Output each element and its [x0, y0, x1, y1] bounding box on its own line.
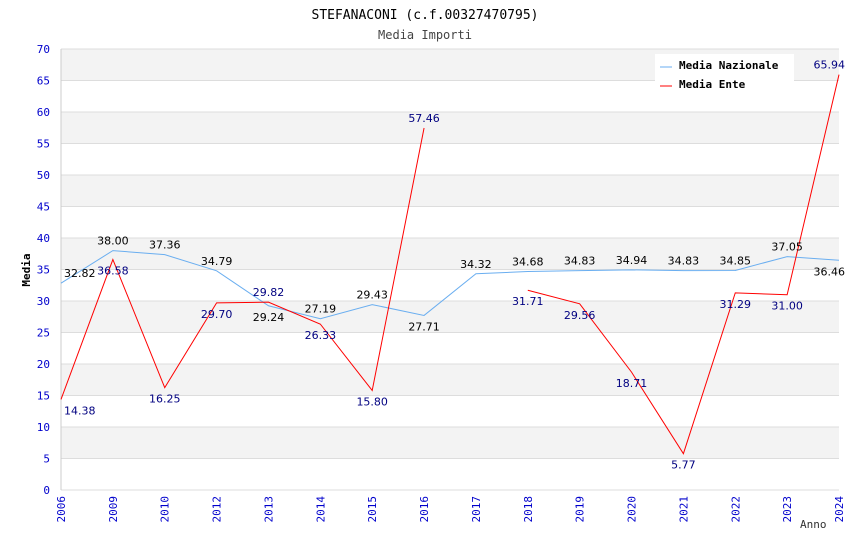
y-tick-label: 0	[43, 484, 50, 497]
chart-title: STEFANACONI (c.f.00327470795)	[312, 8, 539, 23]
chart-subtitle: Media Importi	[378, 28, 472, 42]
legend: Media Nazionale Media Ente	[655, 54, 794, 94]
x-axis-label: Anno	[800, 518, 827, 531]
legend-label-ente: Media Ente	[679, 78, 746, 91]
y-tick-label: 60	[37, 106, 50, 119]
data-label: 15.80	[356, 395, 388, 408]
x-tick-label: 2010	[159, 496, 172, 523]
y-axis-label: Media	[20, 253, 33, 286]
data-label: 36.46	[814, 265, 846, 278]
data-label: 29.43	[356, 289, 388, 302]
y-tick-label: 15	[37, 390, 50, 403]
x-tick-label: 2024	[833, 496, 846, 523]
x-tick-label: 2012	[211, 496, 224, 523]
data-label: 37.05	[771, 241, 803, 254]
data-label: 34.94	[616, 254, 648, 267]
grid-band	[61, 364, 839, 396]
grid-band	[61, 427, 839, 459]
grid-band	[61, 301, 839, 333]
x-tick-label: 2016	[418, 496, 431, 523]
data-label: 14.38	[64, 404, 96, 417]
grid-band	[61, 175, 839, 207]
data-label: 5.77	[671, 459, 696, 472]
grid-band	[61, 238, 839, 270]
data-label: 29.56	[564, 309, 596, 322]
x-tick-label: 2018	[522, 496, 535, 523]
data-label: 18.71	[616, 377, 648, 390]
data-label: 32.82	[64, 267, 96, 280]
series-line-1	[60, 127, 425, 400]
data-label: 36.58	[97, 265, 129, 278]
series-line-0	[60, 250, 840, 320]
data-label: 16.25	[149, 393, 181, 406]
y-tick-label: 20	[37, 358, 50, 371]
grid-band	[61, 112, 839, 144]
data-label: 34.79	[201, 255, 233, 268]
y-tick-label: 40	[37, 232, 50, 245]
y-tick-label: 50	[37, 169, 50, 182]
y-tick-label: 10	[37, 421, 50, 434]
data-label: 34.83	[668, 255, 700, 268]
data-label: 65.94	[814, 59, 846, 72]
data-label: 38.00	[97, 235, 129, 248]
data-label: 34.85	[720, 254, 752, 267]
data-label: 27.19	[305, 303, 337, 316]
y-tick-label: 65	[37, 75, 50, 88]
data-label: 57.46	[408, 112, 440, 125]
data-label: 31.29	[720, 298, 752, 311]
x-tick-label: 2013	[262, 496, 275, 523]
data-label: 29.70	[201, 308, 233, 321]
x-tick-label: 2014	[314, 496, 327, 523]
x-tick-label: 2023	[781, 496, 794, 523]
data-label: 34.32	[460, 258, 492, 271]
x-tick-label: 2020	[626, 496, 639, 523]
data-label: 31.00	[771, 300, 803, 313]
data-label: 34.68	[512, 256, 544, 269]
data-label: 34.83	[564, 255, 596, 268]
x-tick-label: 2009	[107, 496, 120, 523]
data-label: 26.33	[305, 329, 337, 342]
y-tick-label: 25	[37, 327, 50, 340]
x-tick-label: 2019	[574, 496, 587, 523]
data-label: 29.82	[253, 286, 285, 299]
series-line-1	[527, 74, 840, 455]
x-tick-label: 2022	[729, 496, 742, 523]
x-tick-label: 2017	[470, 496, 483, 523]
data-label: 29.24	[253, 311, 285, 324]
legend-label-nazionale: Media Nazionale	[679, 59, 779, 72]
y-tick-label: 70	[37, 43, 50, 56]
data-label: 31.71	[512, 295, 544, 308]
data-label: 37.36	[149, 239, 181, 252]
y-tick-label: 30	[37, 295, 50, 308]
data-label: 27.71	[408, 320, 440, 333]
y-tick-label: 55	[37, 138, 50, 151]
x-tick-label: 2021	[677, 496, 690, 523]
y-tick-label: 35	[37, 264, 50, 277]
y-tick-label: 45	[37, 201, 50, 214]
x-tick-label: 2006	[55, 496, 68, 523]
x-tick-label: 2015	[366, 496, 379, 523]
y-tick-label: 5	[43, 453, 50, 466]
